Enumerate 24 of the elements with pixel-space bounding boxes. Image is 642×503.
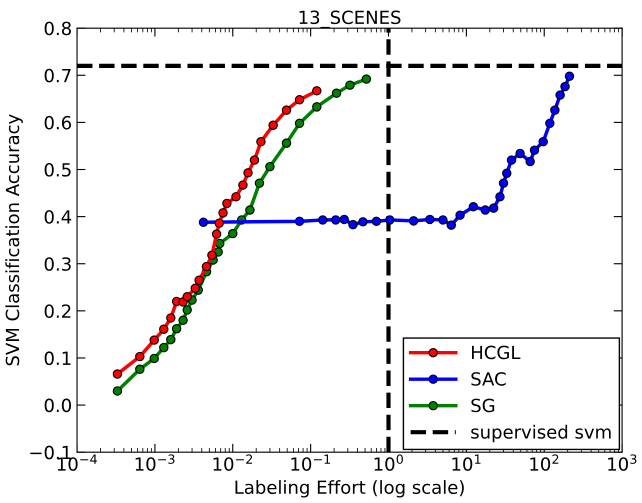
y-tick-label: 0.1 — [44, 351, 71, 366]
legend-label: SG — [471, 398, 494, 412]
y-tick-label: 0.4 — [44, 210, 72, 224]
x-tick-label: 10$^{−2}$ — [214, 454, 252, 471]
y-tick-label: 0.2 — [44, 304, 70, 318]
y-tick-label: 0.6 — [44, 116, 72, 130]
x-tick-label: 10$^{0}$ — [374, 454, 403, 471]
legend-label: supervised svm — [471, 424, 611, 442]
y-tick-label: −0.1 — [30, 446, 71, 460]
x-tick-label: 10$^{1}$ — [452, 454, 480, 471]
x-tick-label: 10$^{−3}$ — [136, 454, 174, 471]
x-tick-label: 10$^{−1}$ — [291, 454, 330, 471]
y-tick-label: 0.0 — [44, 398, 71, 412]
legend-label: SAC — [471, 372, 506, 386]
y-tick-label: 0.5 — [44, 162, 71, 177]
x-tick-label: 10$^{3}$ — [608, 454, 636, 471]
y-tick-label: 0.8 — [44, 22, 71, 36]
chart-title: 13_SCENES — [300, 10, 400, 28]
y-tick-label: 0.3 — [44, 257, 71, 271]
legend-label: HCGL — [472, 346, 520, 360]
x-axis-title: Labeling Effort (log scale) — [236, 480, 464, 498]
y-tick-label: 0.7 — [44, 68, 71, 82]
x-tick-label: 10$^{2}$ — [530, 454, 558, 471]
y-axis-title: SVM Classification Accuracy — [5, 114, 23, 366]
